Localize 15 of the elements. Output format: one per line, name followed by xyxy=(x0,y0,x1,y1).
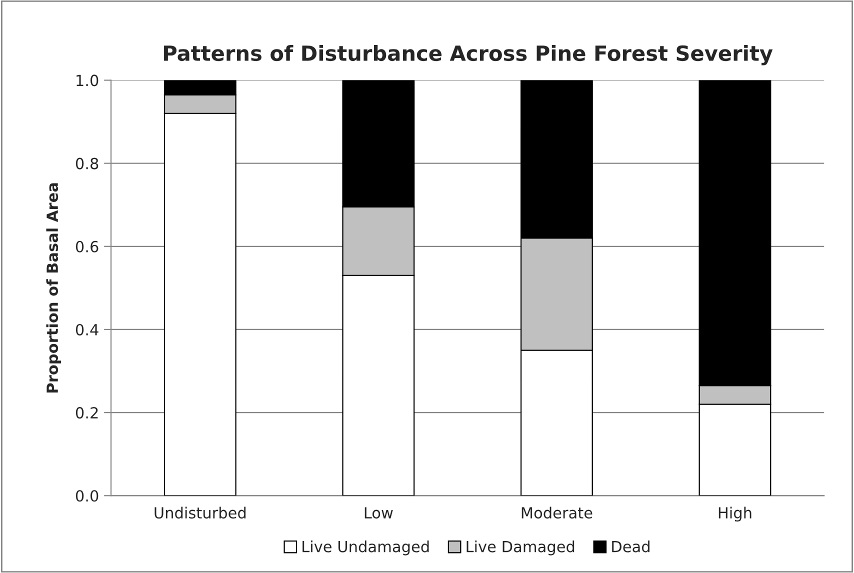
x-tick-label: High xyxy=(718,506,752,522)
chart-title: Patterns of Disturbance Across Pine Forest Severity xyxy=(164,44,773,66)
y-tick-label: 0.2 xyxy=(76,407,98,419)
y-tick-label: 0.4 xyxy=(76,324,98,336)
legend-label: Dead xyxy=(612,540,650,552)
y-tick-label: 1.0 xyxy=(76,74,98,86)
legend-label: Live Damaged xyxy=(466,540,574,556)
y-tick-label: 0.6 xyxy=(76,240,98,252)
y-axis-title: Proportion of Basal Area xyxy=(46,183,62,392)
y-tick-label: 0.0 xyxy=(76,490,98,502)
y-tick-label: 0.8 xyxy=(76,158,98,170)
x-tick-label: Moderate xyxy=(522,506,592,519)
legend-label: Live Undamaged xyxy=(302,540,429,556)
x-tick-label: Undisturbed xyxy=(154,506,246,519)
x-tick-label: Low xyxy=(364,507,393,519)
